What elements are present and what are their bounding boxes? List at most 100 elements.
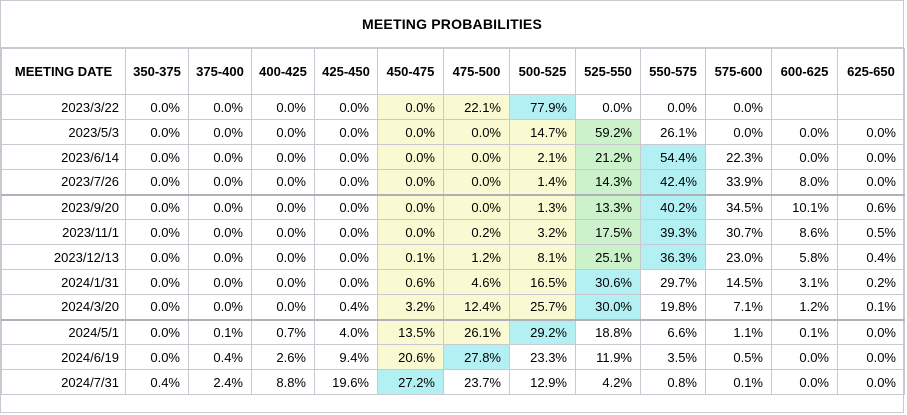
probability-cell: 0.4% bbox=[125, 369, 189, 395]
probability-cell: 0.0% bbox=[377, 219, 444, 245]
probability-cell: 1.1% bbox=[705, 318, 772, 345]
column-header-375-400: 375-400 bbox=[188, 48, 252, 95]
probability-cell: 23.7% bbox=[443, 369, 510, 395]
column-header-625-650: 625-650 bbox=[837, 48, 905, 95]
probability-cell: 0.0% bbox=[377, 94, 444, 120]
probability-cell: 0.0% bbox=[314, 94, 378, 120]
probability-cell: 0.0% bbox=[188, 193, 252, 220]
probability-cell: 0.6% bbox=[377, 269, 444, 295]
table-row: 2023/6/14 0.0% 0.0% 0.0% 0.0% 0.0% 0.0% 2.1% 21.… bbox=[1, 144, 905, 170]
meeting-date-cell: 2024/1/31 bbox=[1, 269, 126, 295]
probability-cell: 1.3% bbox=[509, 193, 576, 220]
meeting-date-cell: 2023/6/14 bbox=[1, 144, 126, 170]
probability-cell: 0.0% bbox=[251, 119, 315, 145]
probability-cell: 0.0% bbox=[125, 169, 189, 195]
probabilities-table: MEETING DATE 350-375 375-400 400-425 425-450… bbox=[1, 48, 905, 395]
probability-cell: 3.1% bbox=[771, 269, 838, 295]
probability-cell: 0.0% bbox=[705, 119, 772, 145]
probability-cell: 0.0% bbox=[125, 344, 189, 370]
probability-cell: 0.0% bbox=[377, 144, 444, 170]
probability-cell: 2.6% bbox=[251, 344, 315, 370]
header-row: MEETING DATE 350-375 375-400 400-425 425-450… bbox=[1, 48, 905, 95]
probability-cell: 0.0% bbox=[188, 219, 252, 245]
probability-cell: 12.4% bbox=[443, 294, 510, 320]
probability-cell: 0.1% bbox=[188, 318, 252, 345]
probability-cell: 2.4% bbox=[188, 369, 252, 395]
probability-cell: 25.7% bbox=[509, 294, 576, 320]
probability-cell: 4.2% bbox=[575, 369, 641, 395]
probability-cell: 9.4% bbox=[314, 344, 378, 370]
column-header-525-550: 525-550 bbox=[575, 48, 641, 95]
probability-cell: 7.1% bbox=[705, 294, 772, 320]
probability-cell: 3.2% bbox=[377, 294, 444, 320]
probability-cell: 0.1% bbox=[705, 369, 772, 395]
table-row: 2023/7/26 0.0% 0.0% 0.0% 0.0% 0.0% 0.0% 1.4% 14.… bbox=[1, 169, 905, 195]
probability-cell: 0.0% bbox=[837, 144, 905, 170]
probability-cell: 0.0% bbox=[314, 193, 378, 220]
probability-cell: 0.5% bbox=[837, 219, 905, 245]
probability-cell: 0.0% bbox=[771, 344, 838, 370]
probability-cell: 0.0% bbox=[771, 119, 838, 145]
probability-cell: 18.8% bbox=[575, 318, 641, 345]
probability-cell: 30.7% bbox=[705, 219, 772, 245]
meeting-date-cell: 2023/11/1 bbox=[1, 219, 126, 245]
probability-cell: 13.5% bbox=[377, 318, 444, 345]
probability-cell: 0.0% bbox=[251, 193, 315, 220]
column-header-425-450: 425-450 bbox=[314, 48, 378, 95]
probability-cell: 14.3% bbox=[575, 169, 641, 195]
probability-cell: 14.7% bbox=[509, 119, 576, 145]
probability-cell: 29.2% bbox=[509, 318, 576, 345]
probability-cell: 0.0% bbox=[314, 119, 378, 145]
column-header-400-425: 400-425 bbox=[251, 48, 315, 95]
probability-cell: 0.0% bbox=[251, 94, 315, 120]
meeting-date-cell: 2023/12/13 bbox=[1, 244, 126, 270]
probability-cell: 17.5% bbox=[575, 219, 641, 245]
probability-cell: 0.0% bbox=[314, 244, 378, 270]
probability-cell: 3.5% bbox=[640, 344, 706, 370]
probability-cell: 0.5% bbox=[705, 344, 772, 370]
probability-cell: 0.7% bbox=[251, 318, 315, 345]
probability-cell: 77.9% bbox=[509, 94, 576, 120]
probability-cell: 0.4% bbox=[837, 244, 905, 270]
table-row: 2024/1/31 0.0% 0.0% 0.0% 0.0% 0.6% 4.6% 16.5% 30… bbox=[1, 269, 905, 295]
probability-cell: 0.0% bbox=[377, 193, 444, 220]
probability-cell: 8.8% bbox=[251, 369, 315, 395]
probability-cell: 16.5% bbox=[509, 269, 576, 295]
probability-cell: 3.2% bbox=[509, 219, 576, 245]
probability-cell: 29.7% bbox=[640, 269, 706, 295]
probability-cell: 0.1% bbox=[377, 244, 444, 270]
probability-cell: 0.0% bbox=[837, 369, 905, 395]
probability-cell: 6.6% bbox=[640, 318, 706, 345]
probability-cell: 0.0% bbox=[188, 119, 252, 145]
probability-cell: 0.0% bbox=[377, 169, 444, 195]
probability-cell: 0.0% bbox=[251, 269, 315, 295]
probability-cell: 0.4% bbox=[188, 344, 252, 370]
column-header-575-600: 575-600 bbox=[705, 48, 772, 95]
probability-cell: 5.8% bbox=[771, 244, 838, 270]
probability-cell: 30.0% bbox=[575, 294, 641, 320]
probability-cell: 0.0% bbox=[125, 269, 189, 295]
probability-cell: 0.0% bbox=[443, 119, 510, 145]
probability-cell: 27.2% bbox=[377, 369, 444, 395]
column-header-475-500: 475-500 bbox=[443, 48, 510, 95]
column-header-500-525: 500-525 bbox=[509, 48, 576, 95]
table-row: 2023/12/13 0.0% 0.0% 0.0% 0.0% 0.1% 1.2% 8.1% 25… bbox=[1, 244, 905, 270]
probability-cell: 0.0% bbox=[188, 94, 252, 120]
probability-cell: 0.2% bbox=[443, 219, 510, 245]
probability-cell: 0.0% bbox=[251, 169, 315, 195]
probability-cell: 36.3% bbox=[640, 244, 706, 270]
probability-cell: 8.1% bbox=[509, 244, 576, 270]
probability-cell: 20.6% bbox=[377, 344, 444, 370]
probability-cell: 26.1% bbox=[443, 318, 510, 345]
table-row: 2024/3/20 0.0% 0.0% 0.0% 0.4% 3.2% 12.4% 25.7% 3… bbox=[1, 294, 905, 320]
meeting-date-cell: 2024/6/19 bbox=[1, 344, 126, 370]
probability-cell: 8.6% bbox=[771, 219, 838, 245]
probability-cell: 0.0% bbox=[251, 219, 315, 245]
probability-cell bbox=[771, 94, 838, 120]
table-row: 2023/3/22 0.0% 0.0% 0.0% 0.0% 0.0% 22.1% 77.9% 0… bbox=[1, 94, 905, 120]
probability-cell: 0.0% bbox=[188, 294, 252, 320]
probability-cell: 54.4% bbox=[640, 144, 706, 170]
probability-cell: 4.6% bbox=[443, 269, 510, 295]
probability-cell: 0.0% bbox=[125, 219, 189, 245]
